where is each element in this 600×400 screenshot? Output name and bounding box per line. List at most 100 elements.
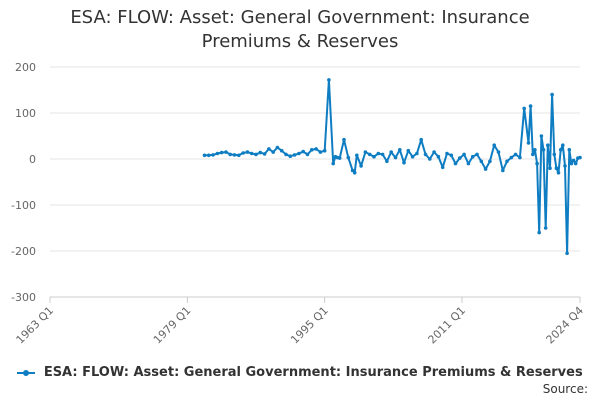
data-point[interactable] [565,251,569,256]
data-point[interactable] [258,150,263,155]
data-point[interactable] [284,152,288,157]
data-point[interactable] [492,143,497,147]
data-point[interactable] [518,155,522,160]
data-point[interactable] [550,92,554,97]
data-point[interactable] [279,148,284,153]
data-point[interactable] [331,161,336,166]
data-point[interactable] [207,153,211,158]
data-point[interactable] [505,159,509,164]
data-point[interactable] [501,168,505,173]
data-point[interactable] [346,155,351,160]
data-point[interactable] [322,148,327,153]
data-point[interactable] [458,156,462,160]
data-point[interactable] [419,137,424,142]
data-point[interactable] [249,151,254,156]
data-point[interactable] [578,155,582,160]
data-point[interactable] [385,159,389,164]
data-point[interactable] [541,148,546,152]
data-point[interactable] [297,151,301,156]
data-point[interactable] [513,152,518,157]
data-point[interactable] [561,143,565,147]
data-point[interactable] [522,106,526,111]
data-point[interactable] [466,161,471,166]
data-point[interactable] [449,153,454,158]
data-point[interactable] [267,147,271,151]
data-point[interactable] [535,161,539,166]
data-point[interactable] [483,167,488,171]
data-point[interactable] [539,134,544,138]
data-point[interactable] [202,153,207,158]
data-point[interactable] [531,152,535,157]
data-point[interactable] [275,145,280,150]
data-point[interactable] [254,152,258,157]
data-point[interactable] [546,143,550,147]
data-point[interactable] [554,166,559,170]
data-point[interactable] [389,150,394,154]
data-point[interactable] [219,150,224,155]
data-point[interactable] [314,147,318,151]
data-point[interactable] [245,150,250,154]
data-point[interactable] [423,152,428,157]
data-point[interactable] [211,153,215,157]
data-point[interactable] [509,155,514,160]
data-point[interactable] [432,150,436,154]
data-point[interactable] [470,154,475,159]
data-point[interactable] [410,154,415,159]
data-point[interactable] [543,226,548,230]
data-point[interactable] [571,158,576,163]
data-point[interactable] [232,153,237,157]
data-point[interactable] [318,150,323,154]
data-point[interactable] [436,154,441,159]
data-point[interactable] [563,164,567,168]
data-point[interactable] [428,157,432,161]
data-point[interactable] [228,152,232,157]
data-point[interactable] [359,164,363,168]
data-point[interactable] [528,104,533,108]
data-point[interactable] [215,151,220,156]
data-point[interactable] [573,161,578,166]
data-point[interactable] [475,152,479,157]
data-point[interactable] [548,166,552,170]
data-point[interactable] [352,171,357,175]
data-point[interactable] [462,152,466,157]
data-point[interactable] [327,78,331,82]
data-point[interactable] [301,149,306,154]
data-point[interactable] [288,154,293,158]
data-point[interactable] [440,165,445,170]
data-point[interactable] [569,161,574,166]
data-point[interactable] [453,161,458,166]
data-point[interactable] [224,150,228,154]
data-point[interactable] [415,151,419,156]
data-point[interactable] [305,152,310,157]
data-point[interactable] [237,153,241,158]
data-point[interactable] [488,159,492,164]
data-point[interactable] [372,154,376,159]
data-point[interactable] [337,156,342,160]
data-point[interactable] [479,159,484,164]
data-point[interactable] [376,151,381,156]
data-point[interactable] [537,230,541,235]
data-point[interactable] [342,137,346,142]
data-point[interactable] [310,148,314,152]
data-point[interactable] [350,168,355,173]
data-point[interactable] [380,152,385,157]
data-point[interactable] [445,151,449,156]
data-point[interactable] [567,148,572,152]
data-point[interactable] [271,150,276,154]
data-point[interactable] [398,148,402,152]
data-point[interactable] [402,160,406,165]
legend[interactable]: ESA: FLOW: Asset: General Government: In… [0,365,600,380]
data-point[interactable] [533,148,537,152]
data-point[interactable] [406,148,411,153]
data-point[interactable] [552,152,557,157]
data-point[interactable] [292,153,297,157]
data-point[interactable] [241,151,245,155]
data-point[interactable] [496,150,501,154]
data-point[interactable] [556,171,561,175]
data-point[interactable] [393,155,398,160]
data-point[interactable] [363,150,368,154]
data-point[interactable] [558,148,563,152]
data-point[interactable] [355,153,359,158]
data-point[interactable] [526,141,531,145]
data-point[interactable] [262,152,267,156]
